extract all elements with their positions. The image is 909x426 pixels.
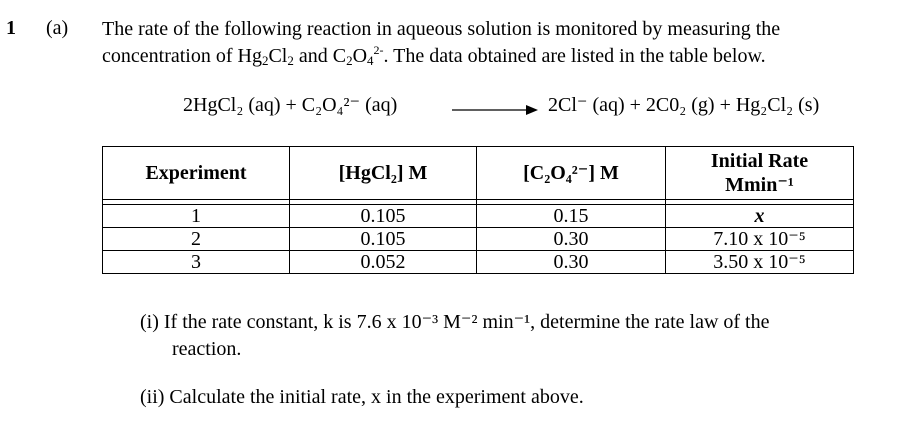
subquestion-ii: (ii) Calculate the initial rate, x in th…: [140, 386, 584, 408]
table-header-row: Experiment [HgCl₂] M [C₂O₄²⁻] M Initial …: [102, 146, 854, 200]
table-row: 2 0.105 0.30 7.10 x 10⁻⁵: [102, 227, 854, 251]
equation-reactants: 2HgCl₂ (aq) + C₂O₄²⁻ (aq): [183, 94, 398, 116]
question-number: 1: [6, 17, 16, 39]
header-experiment: Experiment: [102, 146, 290, 200]
table-row: 3 0.052 0.30 3.50 x 10⁻⁵: [102, 250, 854, 274]
header-initial-rate: Initial Rate Mmin⁻¹: [665, 146, 854, 200]
header-c2o4: [C₂O₄²⁻] M: [476, 146, 666, 200]
question-intro: The rate of the following reaction in aq…: [102, 16, 780, 70]
intro-line-2: concentration of Hg2Cl2 and C2O42-. The …: [102, 43, 766, 68]
data-table: Experiment [HgCl₂] M [C₂O₄²⁻] M Initial …: [102, 146, 854, 274]
header-hgcl2: [HgCl₂] M: [289, 146, 477, 200]
reaction-arrow-icon: [452, 105, 538, 115]
table-row: 1 0.105 0.15 x: [102, 204, 854, 228]
equation-products: 2Cl⁻ (aq) + 2C0₂ (g) + Hg₂Cl₂ (s): [548, 94, 820, 116]
intro-line-1: The rate of the following reaction in aq…: [102, 18, 781, 40]
question-part-label: (a): [46, 17, 69, 39]
subquestion-i: (i) If the rate constant, k is 7.6 x 10⁻…: [140, 311, 770, 360]
